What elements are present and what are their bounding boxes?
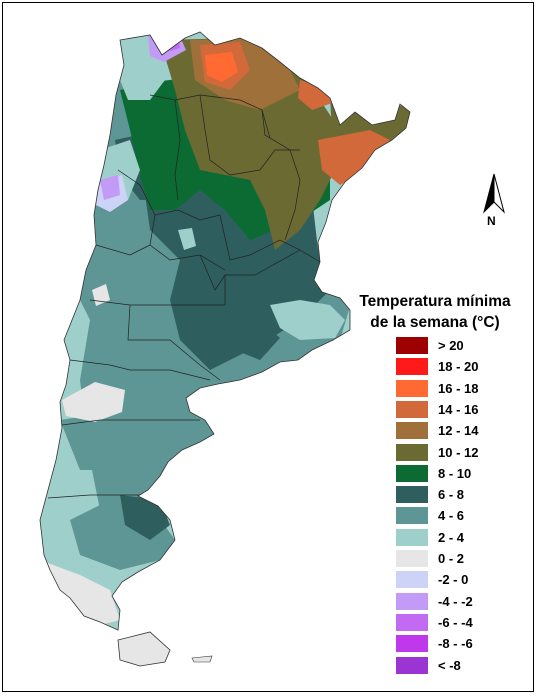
- legend-label: 10 - 12: [438, 444, 479, 460]
- legend-item: 6 - 8: [396, 486, 465, 504]
- legend-label: -2 - 0: [438, 572, 469, 588]
- province-borders: [47, 94, 321, 499]
- legend-swatch: [396, 550, 428, 567]
- legend-swatch: [396, 635, 428, 653]
- legend-swatch: [396, 337, 428, 354]
- legend-label: 16 - 18: [438, 380, 479, 396]
- legend-label: 14 - 16: [438, 401, 479, 417]
- legend-swatch: [396, 464, 428, 482]
- legend-swatch: [396, 358, 428, 376]
- legend-item: 10 - 12: [396, 443, 479, 461]
- legend-label: 2 - 4: [438, 529, 465, 545]
- legend-swatch: [396, 443, 428, 461]
- legend-item: -6 - -4: [396, 613, 473, 631]
- legend-label: 4 - 6: [438, 508, 465, 524]
- legend-item: 0 - 2: [396, 550, 464, 567]
- north-label: N: [487, 214, 496, 228]
- legend-swatch: [396, 422, 428, 440]
- legend-label: 6 - 8: [438, 487, 465, 503]
- legend-item: 2 - 4: [396, 528, 465, 546]
- legend-item: 4 - 6: [396, 507, 465, 525]
- legend-title-line1: Temperatura mínima: [359, 293, 511, 310]
- legend-swatch: [396, 379, 428, 397]
- north-arrow-icon: [480, 172, 508, 232]
- legend-swatch: [396, 507, 428, 525]
- legend-title-line2: de la semana (°C): [370, 314, 500, 331]
- legend-label: 8 - 10: [438, 465, 472, 481]
- tierra-del-fuego: [117, 631, 171, 667]
- legend-label: -8 - -6: [438, 636, 473, 652]
- legend-title: Temperatura mínima de la semana (°C): [340, 291, 530, 333]
- legend-swatch: [396, 486, 428, 504]
- legend-label: -4 - -2: [438, 593, 473, 609]
- legend-label: 18 - 20: [438, 359, 479, 375]
- legend-item: 14 - 16: [396, 400, 479, 418]
- legend-swatch: [396, 613, 428, 631]
- legend-swatch: [396, 400, 428, 418]
- legend-item: -2 - 0: [396, 571, 469, 589]
- legend-item: -4 - -2: [396, 592, 473, 610]
- legend-item: 8 - 10: [396, 464, 472, 482]
- legend-label: 0 - 2: [438, 551, 465, 566]
- legend-item: 12 - 14: [396, 422, 479, 440]
- legend-item: < -8: [396, 656, 461, 674]
- legend-label: 12 - 14: [438, 423, 479, 439]
- legend-swatch: [396, 592, 428, 610]
- legend-item: 16 - 18: [396, 379, 479, 397]
- legend-label: -6 - -4: [438, 614, 473, 630]
- legend-swatch: [396, 528, 428, 546]
- legend-item: 18 - 20: [396, 358, 479, 376]
- legend-label: < -8: [438, 657, 461, 673]
- legend-item: -8 - -6: [396, 635, 473, 653]
- legend-item: > 20: [396, 337, 464, 354]
- legend-swatch: [396, 571, 428, 589]
- legend-swatch: [396, 656, 428, 674]
- legend-label: > 20: [438, 338, 464, 353]
